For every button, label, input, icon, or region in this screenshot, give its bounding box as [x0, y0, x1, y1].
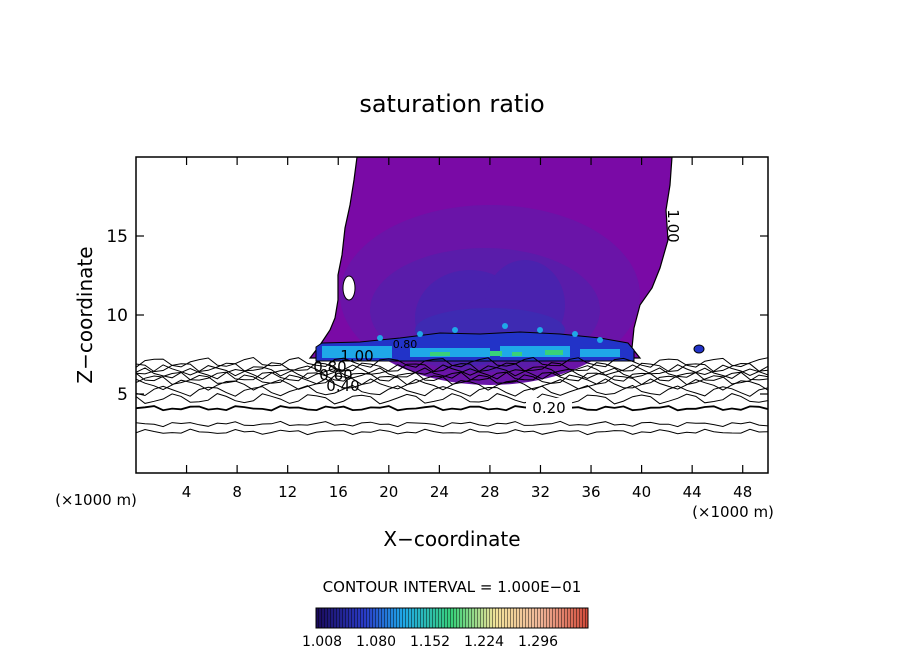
y-tick-label: 5: [117, 385, 128, 405]
contour-label: 0.40: [326, 377, 359, 395]
contour-label: 0.80: [393, 338, 418, 351]
contour-label-group: 0.20 0.40 0.60 0.80 1.00 1.00 0.80: [313, 209, 682, 417]
x-tick-label: 8: [232, 483, 242, 501]
contour-label: 1.00: [664, 209, 682, 242]
x-axis-label: X−coordinate: [383, 527, 520, 551]
contour-line: [136, 420, 768, 428]
contour-line: [136, 384, 768, 397]
colorbar-tick-label: 1.296: [518, 634, 558, 650]
x-axis-ticks: 4 8 12 16 20 24 28 32 36 40 44 48: [182, 157, 752, 501]
contour-label: 0.80: [313, 358, 346, 376]
contour-label: 0.20: [532, 399, 565, 417]
y-tick-label: 15: [106, 227, 128, 247]
contour-interval-text: CONTOUR INTERVAL = 1.000E−01: [323, 578, 582, 596]
x-tick-label: 32: [531, 483, 550, 501]
contour-line: [136, 364, 768, 377]
chart-title: saturation ratio: [359, 90, 544, 118]
x-tick-label: 28: [480, 483, 499, 501]
colorbar-tick-label: 1.080: [356, 634, 396, 650]
x-tick-label: 40: [632, 483, 651, 501]
contour-label: 0.60: [319, 366, 352, 384]
x-tick-label: 44: [683, 483, 702, 501]
x-tick-label: 48: [733, 483, 752, 501]
cloud-base-texture: [322, 323, 620, 358]
contour-line: [136, 428, 768, 436]
colorbar-tick-labels: 1.008 1.080 1.152 1.224 1.296: [302, 634, 558, 650]
x-tick-label: 12: [278, 483, 297, 501]
y-tick-label: 10: [106, 306, 128, 326]
x-tick-label: 36: [581, 483, 600, 501]
contour-line: [136, 393, 768, 405]
y-axis-label: Z−coordinate: [73, 246, 97, 383]
y-axis-ticks: 5 10 15: [106, 227, 768, 405]
contour-line: [136, 374, 768, 386]
colorbar: [315, 607, 589, 629]
contour-lines: [136, 356, 768, 436]
x-tick-label: 16: [329, 483, 348, 501]
hole: [342, 275, 356, 301]
contour-line: [136, 371, 768, 382]
plot-area: [136, 157, 768, 436]
colorbar-tick-label: 1.224: [464, 634, 504, 650]
contour-line: [136, 405, 768, 412]
colorbar-divisions: [316, 608, 588, 628]
x-tick-label: 20: [379, 483, 398, 501]
contour-line: [136, 367, 768, 380]
x-unit-right: (×1000 m): [692, 503, 774, 521]
colorbar-tick-label: 1.008: [302, 634, 342, 650]
colorbar-tick-label: 1.152: [410, 634, 450, 650]
x-tick-label: 4: [182, 483, 192, 501]
x-tick-label: 24: [430, 483, 449, 501]
contour-label: 1.00: [340, 347, 373, 365]
contour-line: [136, 362, 768, 373]
contour-line: [136, 378, 768, 391]
x-unit-left: (×1000 m): [55, 491, 137, 509]
small-cell: [693, 344, 705, 354]
